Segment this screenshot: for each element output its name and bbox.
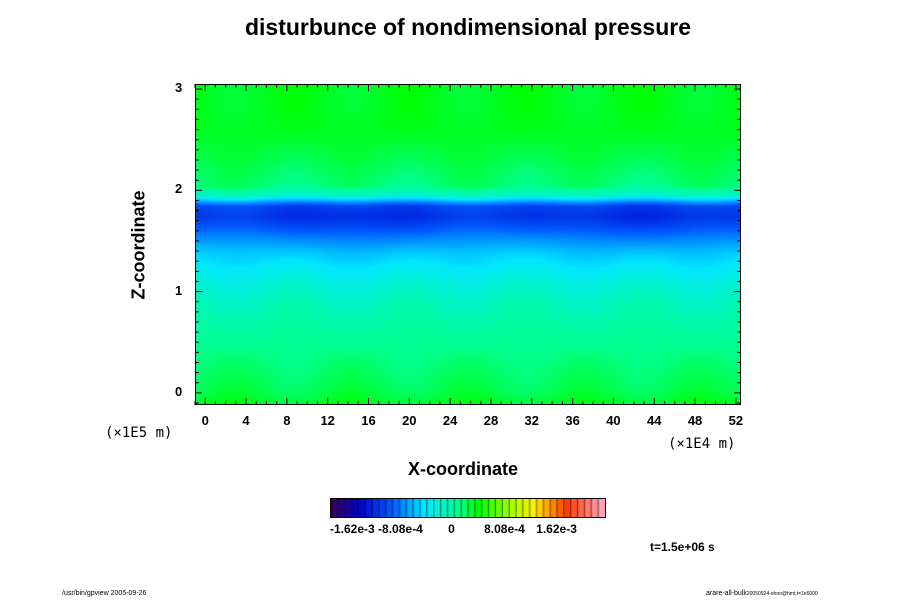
- x-tick-label: 44: [647, 413, 662, 428]
- colorbar-tick-label: 0: [448, 522, 455, 536]
- time-label: t=1.5e+06 s: [650, 540, 715, 554]
- y-tick-label: 3: [175, 80, 183, 96]
- x-tick-label: 20: [402, 413, 417, 428]
- pressure-field: [196, 85, 740, 404]
- colorbar-tick-label: -1.62e-3: [330, 522, 375, 536]
- x-unit-label: (×1E4 m): [668, 436, 736, 452]
- y-tick-label: 2: [175, 181, 183, 197]
- y-tick-label: 1: [175, 282, 183, 298]
- x-tick-label: 36: [565, 413, 580, 428]
- colorbar-tick-label: -8.08e-4: [378, 522, 423, 536]
- colorbar-tick-labels: -1.62e-3 -8.08e-4 0 8.08e-4 1.62e-3: [330, 522, 577, 536]
- x-tick-label: 16: [361, 413, 376, 428]
- x-tick-label: 12: [320, 413, 335, 428]
- footer-command: /usr/bin/gpview 2005-09-26: [62, 590, 147, 597]
- y-unit-label: (×1E5 m): [105, 425, 173, 441]
- x-axis-label: X-coordinate: [408, 459, 519, 479]
- x-tick-label: 52: [728, 413, 744, 428]
- footer-source: arare-all-bulk20050924-ohno@hmt,t=1e6000: [706, 590, 818, 597]
- x-tick-label: 28: [483, 413, 499, 428]
- colorbar: [330, 498, 606, 518]
- footer-source-detail: 20050924-ohno@hmt,t=1e6000: [746, 591, 818, 597]
- chart-title: disturbunce of nondimensional pressure: [244, 14, 691, 40]
- x-tick-label: 4: [242, 413, 250, 428]
- colorbar-tick-label: 8.08e-4: [484, 522, 525, 536]
- x-tick-label: 48: [687, 413, 703, 428]
- x-tick-label: 8: [283, 413, 291, 428]
- x-tick-label: 24: [442, 413, 458, 428]
- plot-area: [195, 84, 741, 405]
- y-tick-label: 0: [175, 383, 183, 399]
- x-tick-label: 0: [201, 413, 209, 428]
- colorbar-tick-label: 1.62e-3: [536, 522, 577, 536]
- y-axis-label: Z-coordinate: [128, 190, 149, 300]
- footer-source-main: arare-all-bulk: [706, 590, 747, 597]
- x-tick-label: 40: [606, 413, 621, 428]
- x-tick-label: 32: [524, 413, 540, 428]
